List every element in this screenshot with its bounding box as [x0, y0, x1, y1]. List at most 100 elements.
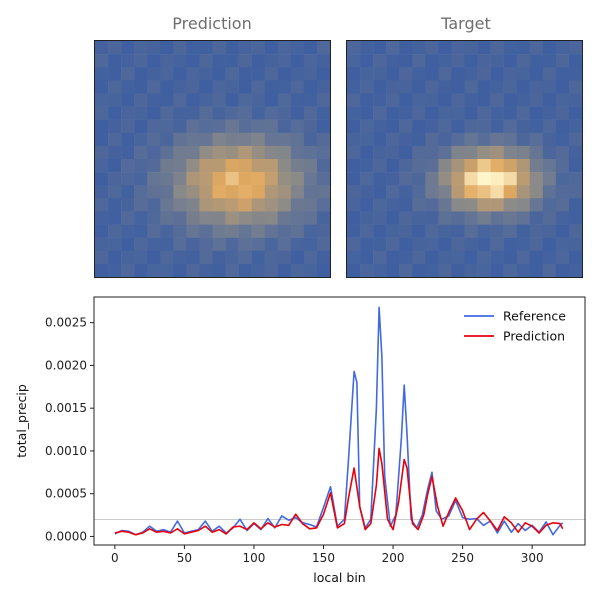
heatmap-cell	[347, 106, 361, 120]
heatmap-cell	[160, 106, 174, 120]
heatmap-cell	[277, 67, 292, 81]
heatmap-cell	[464, 250, 478, 265]
heatmap-cell	[160, 119, 174, 134]
heatmap-cell	[186, 237, 200, 252]
heatmap-cell	[160, 159, 174, 173]
heatmap-cell	[464, 224, 478, 238]
heatmap-cell	[160, 145, 174, 160]
heatmap-cell	[399, 185, 413, 199]
heatmap-cell	[386, 172, 400, 186]
y-axis-label: total_precip	[14, 384, 29, 458]
heatmap-cell	[303, 145, 318, 160]
heatmap-cell	[347, 211, 361, 225]
heatmap-cell	[95, 185, 109, 199]
heatmap-cell	[503, 93, 517, 107]
heatmap-cell	[199, 119, 213, 134]
heatmap-cell	[555, 132, 570, 147]
heatmap-cell	[412, 185, 426, 199]
heatmap-cell	[238, 41, 252, 55]
heatmap-cell	[516, 224, 531, 238]
heatmap-cell	[451, 198, 465, 212]
heatmap-cell	[438, 250, 452, 265]
heatmap-cell	[490, 106, 504, 120]
heatmap-cell	[264, 159, 279, 173]
heatmap-cell	[134, 211, 148, 225]
heatmap-cell	[160, 93, 174, 107]
heatmap-cell	[173, 41, 187, 55]
heatmap-cell	[264, 237, 279, 252]
heatmap-cell	[212, 224, 226, 238]
heatmap-cell	[108, 106, 122, 120]
heatmap-cell	[108, 237, 122, 252]
heatmap-cell	[412, 67, 426, 81]
heatmap-cell	[399, 250, 413, 265]
heatmap-cell	[121, 185, 135, 199]
heatmap-cell	[555, 54, 570, 68]
heatmap-cell	[464, 132, 478, 147]
heatmap-cell	[290, 54, 305, 68]
heatmap-cell	[108, 119, 122, 134]
heatmap-cell	[199, 250, 213, 265]
y-tick-label: 0.0000	[45, 529, 87, 543]
heatmap-cell	[199, 211, 213, 225]
heatmap-cell	[347, 119, 361, 134]
heatmap-cell	[373, 119, 387, 134]
heatmap-cell	[160, 54, 174, 68]
heatmap-cell	[147, 263, 161, 277]
heatmap-cell	[277, 145, 292, 160]
heatmap-cell	[290, 263, 305, 277]
heatmap-cell	[490, 67, 504, 81]
heatmap-cell	[108, 250, 122, 265]
heatmap-cell	[212, 41, 226, 55]
heatmap-cell	[529, 67, 544, 81]
heatmap-cell	[108, 211, 122, 225]
heatmap-cell	[412, 145, 426, 160]
heatmap-cell	[542, 67, 557, 81]
heatmap-cell	[373, 132, 387, 147]
heatmap-cell	[251, 185, 265, 199]
heatmap-cell	[264, 106, 279, 120]
heatmap-cell	[399, 106, 413, 120]
heatmap-cell	[412, 211, 426, 225]
heatmap-cell	[277, 159, 292, 173]
heatmap-cell	[386, 93, 400, 107]
heatmap-cell	[373, 185, 387, 199]
heatmap-cell	[134, 224, 148, 238]
heatmap-cell	[490, 145, 504, 160]
heatmap-cell	[399, 237, 413, 252]
heatmap-cell	[529, 54, 544, 68]
heatmap-cell	[542, 172, 557, 186]
heatmap-cell	[238, 67, 252, 81]
heatmap-cell	[212, 119, 226, 134]
heatmap-cell	[199, 159, 213, 173]
heatmap-cell	[225, 237, 239, 252]
heatmap-cell	[251, 263, 265, 277]
heatmap-cell	[108, 263, 122, 277]
heatmap-cell	[529, 106, 544, 120]
heatmap-cell	[399, 211, 413, 225]
heatmap-cell	[464, 198, 478, 212]
heatmap-cell	[386, 159, 400, 173]
heatmap-cell	[347, 224, 361, 238]
heatmap-cell	[503, 172, 517, 186]
heatmap-cell	[121, 263, 135, 277]
heatmap-cell	[121, 80, 135, 94]
heatmap-cell	[568, 237, 582, 252]
heatmap-cell	[477, 211, 491, 225]
heatmap-cell	[529, 41, 544, 55]
heatmap-cell	[212, 54, 226, 68]
heatmap-cell	[264, 211, 279, 225]
heatmap-cell	[199, 93, 213, 107]
heatmap-cell	[477, 67, 491, 81]
heatmap-cell	[147, 67, 161, 81]
heatmap-cell	[425, 132, 439, 147]
heatmap-cell	[225, 172, 239, 186]
heatmap-cell	[555, 172, 570, 186]
heatmap-cell	[238, 172, 252, 186]
heatmap-cell	[238, 119, 252, 134]
heatmap-cell	[529, 185, 544, 199]
heatmap-cell	[225, 80, 239, 94]
heatmap-cell	[316, 198, 330, 212]
heatmap-cell	[490, 132, 504, 147]
heatmap-cell	[464, 263, 478, 277]
